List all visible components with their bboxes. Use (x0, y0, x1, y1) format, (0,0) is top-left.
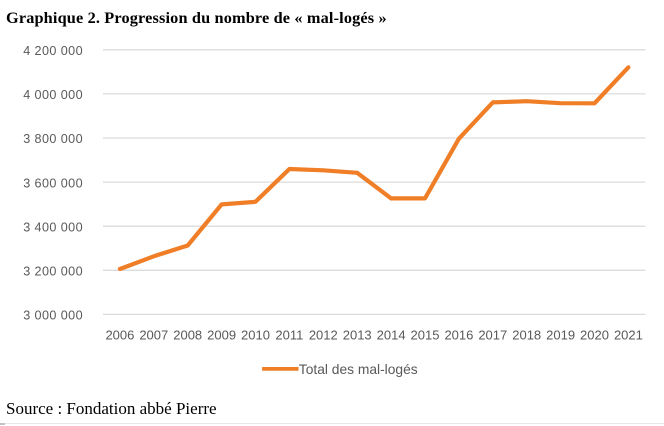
svg-text:3 000 000: 3 000 000 (23, 309, 83, 323)
svg-text:3 800 000: 3 800 000 (23, 132, 83, 146)
svg-text:4 000 000: 4 000 000 (23, 88, 83, 102)
svg-text:3 400 000: 3 400 000 (23, 220, 83, 234)
svg-text:2007: 2007 (139, 328, 168, 343)
svg-text:2016: 2016 (444, 328, 473, 343)
svg-text:2017: 2017 (478, 328, 507, 343)
svg-text:2009: 2009 (207, 328, 236, 343)
svg-text:2012: 2012 (309, 328, 338, 343)
svg-text:2010: 2010 (241, 328, 270, 343)
svg-text:2015: 2015 (411, 328, 440, 343)
svg-text:2018: 2018 (512, 328, 541, 343)
svg-text:2011: 2011 (275, 328, 303, 343)
svg-text:3 600 000: 3 600 000 (23, 176, 83, 190)
svg-text:2020: 2020 (580, 328, 609, 343)
svg-text:2013: 2013 (343, 328, 372, 343)
svg-text:2014: 2014 (377, 328, 406, 343)
svg-text:2021: 2021 (614, 328, 643, 343)
svg-text:2008: 2008 (173, 328, 202, 343)
svg-text:4 200 000: 4 200 000 (23, 44, 83, 58)
svg-text:Total des mal-logés: Total des mal-logés (299, 362, 418, 377)
svg-text:2006: 2006 (105, 328, 134, 343)
svg-text:3 200 000: 3 200 000 (23, 265, 83, 279)
svg-text:2019: 2019 (546, 328, 575, 343)
